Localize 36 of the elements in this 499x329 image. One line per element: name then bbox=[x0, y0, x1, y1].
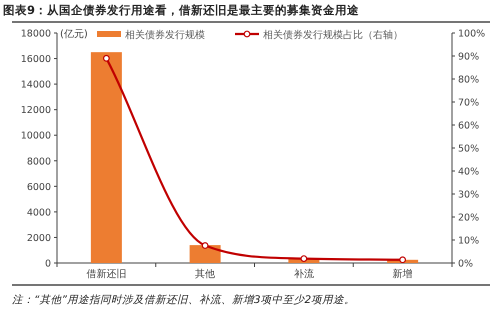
y-tick-label: 12000 bbox=[20, 105, 51, 116]
y-tick-label: 8000 bbox=[26, 156, 51, 168]
y-tick-label: 14000 bbox=[20, 80, 51, 91]
y-tick-label: 0 bbox=[44, 258, 51, 270]
y2-tick-label: 40% bbox=[458, 166, 480, 178]
y2-tick-label: 30% bbox=[458, 190, 480, 200]
y-tick-label: 2000 bbox=[26, 232, 51, 244]
y2-tick-label: 60% bbox=[458, 120, 480, 132]
bar bbox=[90, 52, 122, 263]
y2-tick-label: 90% bbox=[458, 52, 480, 62]
legend-label: 相关债券发行规模 bbox=[125, 29, 205, 41]
y2-tick-label: 70% bbox=[458, 98, 480, 108]
point bbox=[202, 242, 209, 249]
y2-tick-label: 100% bbox=[458, 28, 486, 40]
x-tick-label: 新增 bbox=[392, 268, 413, 280]
y-tick-label: 18000 bbox=[20, 28, 51, 40]
y2-tick-label: 0% bbox=[458, 258, 474, 270]
y-tick-label: 16000 bbox=[20, 54, 51, 66]
y2-tick-label: 10% bbox=[458, 236, 480, 246]
x-tick-label: 借新还旧 bbox=[86, 268, 126, 280]
y2-tick-label: 80% bbox=[458, 74, 480, 86]
y-tick-label: 6000 bbox=[26, 182, 51, 193]
y-tick-label: 10000 bbox=[20, 130, 51, 142]
point bbox=[300, 255, 308, 262]
bar bbox=[190, 245, 221, 263]
y-tick-label: 4000 bbox=[26, 207, 51, 218]
point bbox=[399, 256, 406, 264]
legend-label: 相关债券发行规模占比（右轴） bbox=[263, 29, 403, 41]
y-axis-title: (亿元) bbox=[60, 29, 88, 40]
y2-tick-label: 50% bbox=[458, 144, 480, 154]
text: 注：“其他”用途指同时涉及借新还旧、补流、新增3项中至少2项用途。 bbox=[12, 294, 356, 306]
y2-tick-label: 20% bbox=[458, 212, 480, 224]
chart-title: 图表9：从国企债券发行用途看，借新还旧是最主要的募集资金用途 bbox=[3, 3, 360, 17]
x-tick-label: 其他 bbox=[195, 268, 216, 280]
x-tick-label: 补流 bbox=[294, 268, 314, 280]
point bbox=[102, 54, 110, 62]
